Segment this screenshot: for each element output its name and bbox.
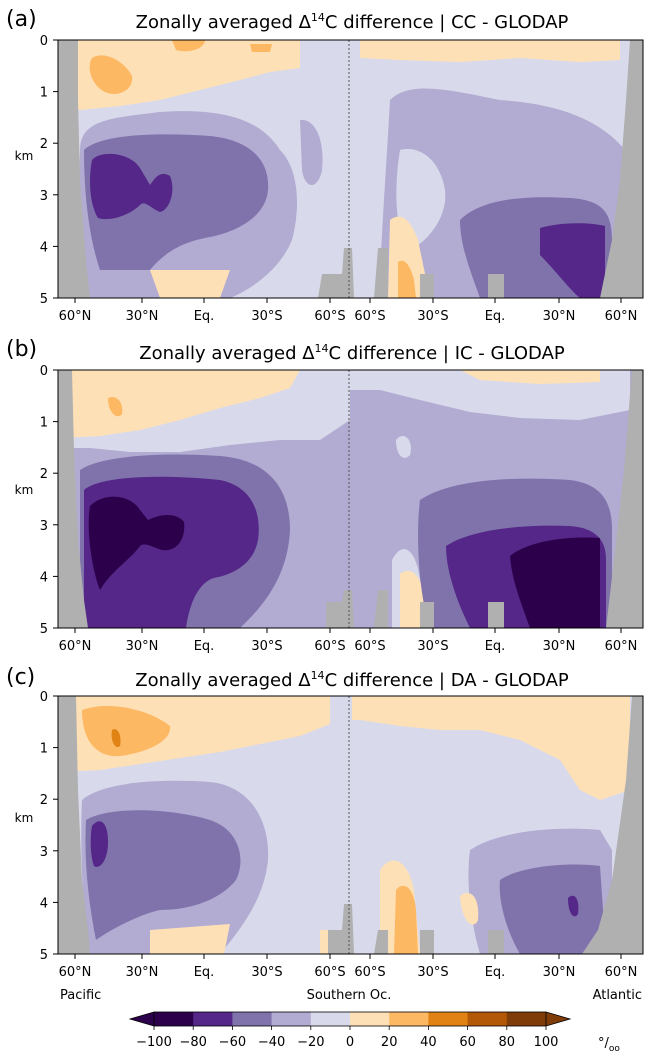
y-tick-label: 5: [40, 292, 48, 307]
x-tick-label: 60°N: [605, 965, 638, 980]
x-tick-label: 60°S: [354, 309, 385, 324]
y-tick-label: 2: [40, 137, 48, 152]
x-tick-label: Eq.: [485, 639, 506, 654]
x-tick-label: 30°N: [126, 965, 159, 980]
colorbar-swatch: [310, 1012, 351, 1026]
panel-c-ylabel: km: [15, 811, 34, 825]
colorbar: −100 −80 −60 −40 −20 0 20 40 60 80 100: [128, 1011, 572, 1050]
x-tick-label: 60°N: [59, 639, 92, 654]
panel-a-y-ticks: 0 1 2 3 4 5: [40, 34, 58, 307]
panel-b: (b) Zonally averaged Δ14C difference | I…: [6, 337, 644, 654]
x-tick-label: 30°N: [543, 309, 576, 324]
colorbar-tick-label: −80: [179, 1035, 206, 1050]
x-tick-label: 60°S: [354, 639, 385, 654]
x-tick-label: 60°N: [605, 309, 638, 324]
y-tick-label: 4: [40, 570, 48, 585]
y-tick-label: 5: [40, 622, 48, 637]
x-tick-label: 60°N: [59, 965, 92, 980]
x-tick-label: Eq.: [194, 965, 215, 980]
y-tick-label: 3: [40, 519, 48, 534]
panel-c-label: (c): [6, 665, 35, 690]
colorbar-swatch: [232, 1012, 273, 1026]
x-tick-label: 30°N: [126, 309, 159, 324]
colorbar-extend-low: [128, 1011, 155, 1027]
x-tick-label: 60°S: [314, 309, 345, 324]
y-tick-label: 5: [40, 948, 48, 963]
x-tick-label: 30°S: [417, 309, 448, 324]
x-tick-label: 60°S: [354, 965, 385, 980]
x-tick-label: 60°N: [605, 639, 638, 654]
panel-c-title: Zonally averaged Δ14C difference | DA - …: [135, 669, 569, 691]
colorbar-swatch: [467, 1012, 508, 1026]
panel-a-plot: [58, 40, 643, 298]
y-tick-label: 4: [40, 240, 48, 255]
colorbar-unit: °/oo: [598, 1036, 620, 1054]
y-tick-label: 0: [40, 364, 48, 379]
basin-label-atlantic: Atlantic: [593, 988, 642, 1003]
colorbar-tick-label: −60: [219, 1035, 246, 1050]
colorbar-tick-label: 0: [346, 1035, 354, 1050]
panel-a-title: Zonally averaged Δ14C difference | CC - …: [136, 11, 569, 33]
panel-c-x-ticks: 60°N 30°N Eq. 30°S 60°S 60°S 30°S Eq. 30°N 60°N: [59, 954, 638, 980]
panel-b-plot: [58, 370, 643, 628]
y-tick-label: 3: [40, 189, 48, 204]
panel-a-x-ticks: 60°N 30°N Eq. 30°S 60°S 60°S 30°S Eq. 30°N 60°N: [59, 298, 638, 324]
panel-a-ylabel: km: [15, 149, 34, 163]
x-tick-label: Eq.: [485, 965, 506, 980]
colorbar-tick-label: 100: [534, 1035, 559, 1050]
basin-label-southern: Southern Oc.: [307, 988, 392, 1003]
colorbar-swatch: [506, 1012, 547, 1026]
colorbar-tick-label: −40: [258, 1035, 285, 1050]
colorbar-tick-label: −20: [297, 1035, 324, 1050]
x-tick-label: 30°S: [417, 965, 448, 980]
x-tick-label: 30°S: [417, 639, 448, 654]
y-tick-label: 2: [40, 467, 48, 482]
basin-label-pacific: Pacific: [60, 988, 101, 1003]
panel-a: (a) Zonally averaged Δ14C difference | C…: [6, 7, 644, 324]
panel-a-label: (a): [6, 7, 37, 32]
x-tick-label: Eq.: [194, 309, 215, 324]
y-tick-label: 1: [40, 742, 48, 757]
colorbar-swatch: [350, 1012, 390, 1026]
colorbar-tick-label: 60: [459, 1035, 476, 1050]
panel-b-y-ticks: 0 1 2 3 4 5: [40, 364, 58, 637]
panel-b-x-ticks: 60°N 30°N Eq. 30°S 60°S 60°S 30°S Eq. 30°N 60°N: [59, 628, 638, 654]
y-tick-label: 1: [40, 86, 48, 101]
panel-c: (c) Zonally averaged Δ14C difference | D…: [6, 665, 644, 980]
x-tick-label: 30°N: [543, 965, 576, 980]
colorbar-tick-label: −100: [136, 1035, 172, 1050]
x-tick-label: 60°S: [314, 965, 345, 980]
x-tick-label: 30°S: [251, 965, 282, 980]
x-tick-label: 60°S: [314, 639, 345, 654]
x-tick-label: Eq.: [194, 639, 215, 654]
x-tick-label: 60°N: [59, 309, 92, 324]
y-tick-label: 3: [40, 845, 48, 860]
colorbar-swatch: [154, 1012, 194, 1026]
y-tick-label: 2: [40, 793, 48, 808]
colorbar-swatch: [389, 1012, 429, 1026]
x-tick-label: 30°S: [251, 639, 282, 654]
colorbar-swatch: [428, 1012, 469, 1026]
x-tick-label: 30°N: [543, 639, 576, 654]
y-tick-label: 0: [40, 34, 48, 49]
panel-c-y-ticks: 0 1 2 3 4 5: [40, 690, 58, 963]
panel-b-label: (b): [6, 337, 37, 362]
panel-b-title: Zonally averaged Δ14C difference | IC - …: [139, 342, 565, 364]
panel-c-plot: [58, 696, 643, 954]
x-tick-label: 30°N: [126, 639, 159, 654]
x-tick-label: 30°S: [251, 309, 282, 324]
colorbar-tick-label: 80: [499, 1035, 516, 1050]
colorbar-swatch: [271, 1012, 312, 1026]
panel-b-ylabel: km: [15, 483, 34, 497]
y-tick-label: 4: [40, 896, 48, 911]
colorbar-tick-label: 20: [381, 1035, 398, 1050]
x-tick-label: Eq.: [485, 309, 506, 324]
y-tick-label: 0: [40, 690, 48, 705]
y-tick-label: 1: [40, 416, 48, 431]
colorbar-extend-high: [545, 1011, 572, 1027]
colorbar-swatch: [193, 1012, 233, 1026]
colorbar-tick-label: 40: [420, 1035, 437, 1050]
